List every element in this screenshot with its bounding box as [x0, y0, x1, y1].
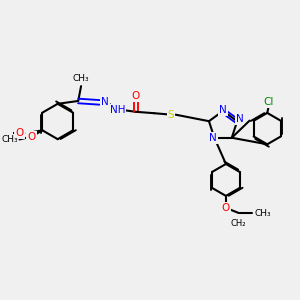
Text: Cl: Cl	[263, 97, 274, 107]
Text: O: O	[222, 203, 230, 213]
Text: N: N	[236, 114, 243, 124]
Text: CH₃: CH₃	[255, 208, 272, 217]
Text: N: N	[209, 133, 217, 143]
Text: NH: NH	[110, 105, 125, 116]
Text: CH₂: CH₂	[231, 219, 247, 228]
Text: N: N	[101, 98, 109, 107]
Text: O: O	[15, 128, 24, 138]
Text: N: N	[219, 105, 227, 116]
Text: CH₃: CH₃	[73, 74, 89, 83]
Text: O: O	[27, 132, 36, 142]
Text: O: O	[132, 91, 140, 101]
Text: CH₃: CH₃	[2, 135, 18, 144]
Text: S: S	[168, 110, 174, 120]
